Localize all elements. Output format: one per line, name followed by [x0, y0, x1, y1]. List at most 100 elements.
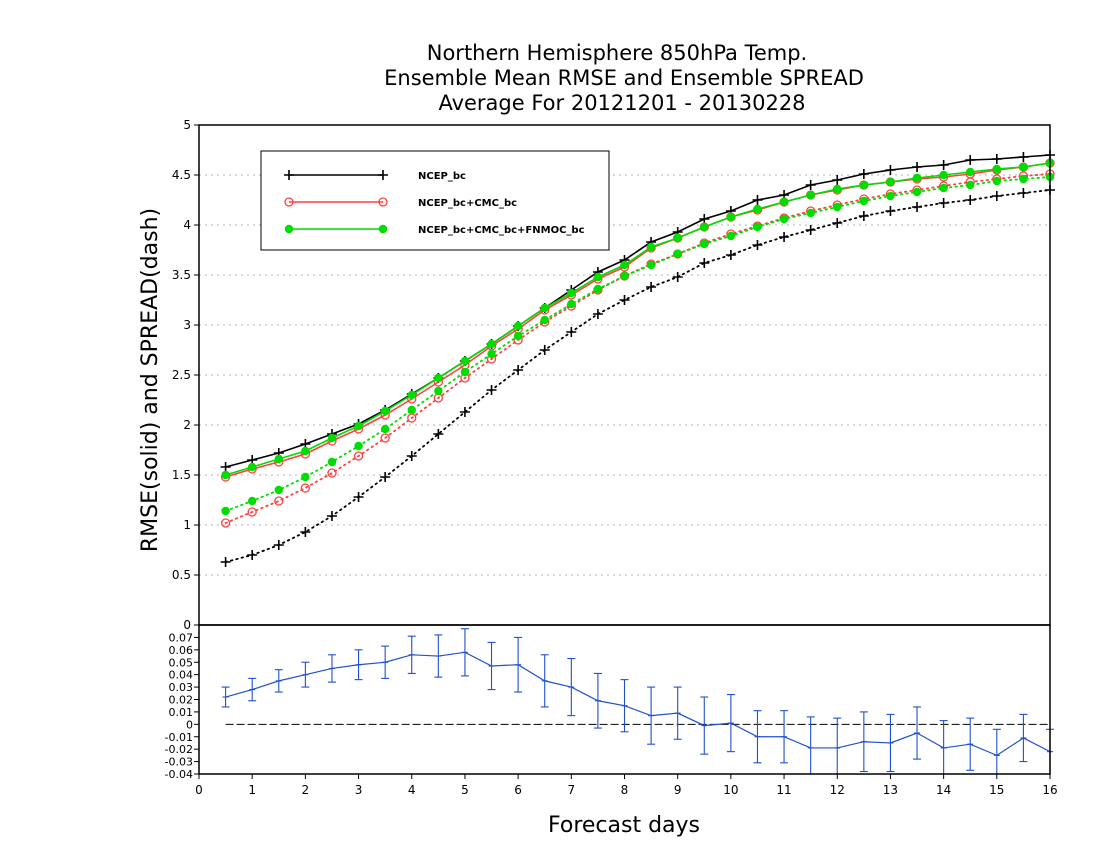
- x-tick-label: 8: [621, 783, 629, 797]
- data-point: [513, 365, 524, 375]
- data-point: [459, 407, 470, 417]
- data-point: [992, 164, 1002, 174]
- data-point: [247, 550, 258, 560]
- data-point: [593, 272, 603, 282]
- legend-marker: [284, 170, 294, 180]
- data-point: [460, 367, 470, 377]
- x-tick-label: 3: [355, 783, 363, 797]
- bottom-panel-y-ticks: -0.04-0.03-0.02-0.0100.010.020.030.040.0…: [165, 631, 199, 781]
- data-point: [380, 406, 390, 416]
- data-point: [434, 386, 443, 396]
- legend-marker: [284, 197, 294, 207]
- legend-label: NCEP_bc+CMC_bc: [418, 198, 517, 209]
- data-point: [540, 315, 549, 325]
- data-point: [966, 167, 975, 177]
- x-tick-label: 2: [302, 783, 310, 797]
- legend-marker: [378, 224, 388, 234]
- data-point: [886, 191, 895, 201]
- data-point: [274, 485, 283, 495]
- data-point: [433, 429, 444, 439]
- data-point: [885, 165, 896, 175]
- data-point: [699, 258, 710, 268]
- data-point: [407, 390, 416, 400]
- data-point: [726, 231, 736, 241]
- data-point: [858, 211, 869, 221]
- x-axis-ticks: 0 1 2 3 4 5 6 7 8 9 10 11 12 13 14 15 16: [195, 774, 1058, 797]
- data-point: [274, 454, 283, 464]
- data-point: [912, 173, 922, 183]
- y-tick-label: 2.5: [172, 368, 191, 382]
- chart-title-line-2: Ensemble Mean RMSE and Ensemble SPREAD: [384, 66, 864, 90]
- series-line: [224, 176, 1051, 512]
- data-point: [965, 155, 976, 165]
- chart-title-line-3: Average For 20121201 - 20130228: [438, 91, 805, 115]
- x-tick-label: 6: [514, 783, 522, 797]
- data-point: [380, 433, 390, 443]
- data-point: [300, 527, 311, 537]
- data-point: [858, 169, 869, 179]
- data-point: [353, 451, 364, 461]
- data-point: [301, 446, 310, 456]
- data-point: [486, 385, 497, 395]
- chart-title-line-1: Northern Hemisphere 850hPa Temp.: [427, 41, 807, 65]
- data-point: [1019, 174, 1028, 184]
- x-tick-label: 1: [248, 783, 256, 797]
- data-point: [806, 190, 815, 200]
- data-point: [247, 462, 257, 472]
- y-tick-label: 2: [183, 418, 191, 432]
- y-tick-label: 0.02: [169, 694, 194, 707]
- data-point: [619, 295, 630, 305]
- data-point: [965, 195, 976, 205]
- data-point: [699, 214, 710, 224]
- data-point: [540, 303, 549, 313]
- data-point: [487, 349, 496, 359]
- series-line: [225, 651, 1051, 757]
- data-point: [833, 184, 842, 194]
- data-point: [673, 233, 682, 243]
- data-point: [779, 232, 790, 242]
- data-point: [859, 196, 869, 206]
- data-point: [354, 421, 363, 431]
- legend-marker: [378, 170, 388, 180]
- y-tick-label: -0.03: [165, 756, 193, 769]
- data-point: [380, 472, 391, 482]
- y-tick-label: 3: [183, 318, 191, 332]
- x-tick-label: 16: [1042, 783, 1057, 797]
- y-tick-label: 3.5: [172, 268, 191, 282]
- y-tick-label: 0.01: [169, 706, 194, 719]
- data-point: [726, 212, 736, 222]
- data-point: [620, 260, 629, 270]
- data-point: [700, 239, 709, 249]
- data-point: [806, 208, 815, 218]
- data-point: [805, 180, 816, 190]
- data-point: [725, 250, 736, 260]
- data-point: [779, 214, 789, 224]
- data-point: [779, 197, 789, 207]
- data-point: [274, 496, 284, 506]
- x-tick-label: 7: [567, 783, 575, 797]
- y-tick-label: 1.5: [172, 468, 191, 482]
- data-point: [752, 195, 763, 205]
- data-point: [220, 557, 231, 567]
- data-point: [566, 327, 577, 337]
- top-panel-gridlines: [199, 174, 1050, 576]
- data-point: [912, 162, 923, 172]
- data-point: [832, 175, 843, 185]
- y-tick-label: -0.01: [165, 731, 193, 744]
- data-point: [460, 356, 470, 366]
- y-tick-label: -0.04: [165, 768, 193, 781]
- data-point: [646, 260, 656, 270]
- data-point: [326, 511, 337, 521]
- y-tick-label: 0.04: [169, 669, 194, 682]
- y-tick-label: 5: [183, 118, 191, 132]
- y-tick-label: 0: [186, 718, 193, 731]
- y-axis-label: RMSE(solid) and SPREAD(dash): [138, 208, 163, 552]
- x-tick-label: 4: [408, 783, 416, 797]
- data-point: [1019, 162, 1028, 172]
- x-tick-label: 14: [936, 783, 951, 797]
- legend-label: NCEP_bc+CMC_bc+FNMOC_bc: [418, 225, 585, 236]
- data-point: [646, 242, 656, 252]
- data-point: [1018, 152, 1029, 162]
- data-point: [885, 206, 896, 216]
